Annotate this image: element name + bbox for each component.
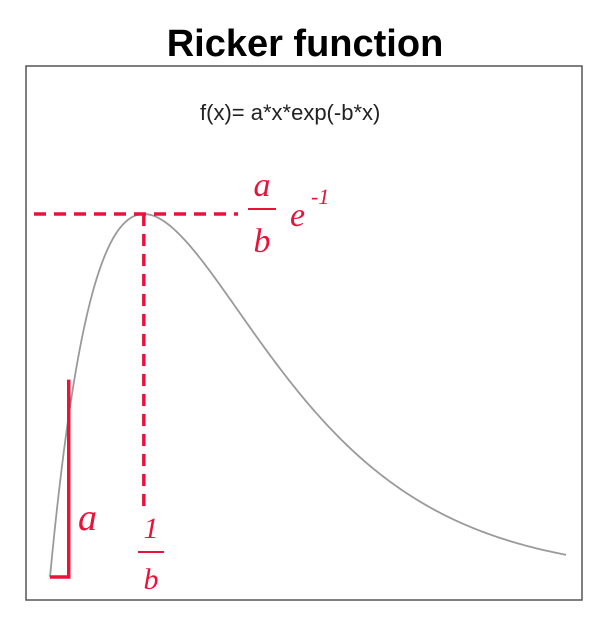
peak-y-factor-base: e: [290, 197, 305, 234]
plot-frame: [25, 65, 583, 601]
slope-label: a: [78, 497, 97, 539]
peak-x-label: 1 b: [138, 512, 164, 596]
peak-y-label: a b e -1: [248, 167, 329, 260]
formula-label: f(x)= a*x*exp(-b*x): [200, 100, 380, 125]
chart-title: Ricker function: [167, 23, 444, 65]
ricker-curve: [49, 213, 567, 578]
peak-y-denominator: b: [254, 223, 271, 260]
peak-x-denominator: b: [144, 563, 159, 596]
peak-x-numerator: 1: [144, 512, 159, 545]
slope-triangle: [50, 379, 71, 579]
peak-y-factor-exponent: -1: [311, 184, 329, 209]
peak-y-numerator: a: [254, 167, 271, 204]
